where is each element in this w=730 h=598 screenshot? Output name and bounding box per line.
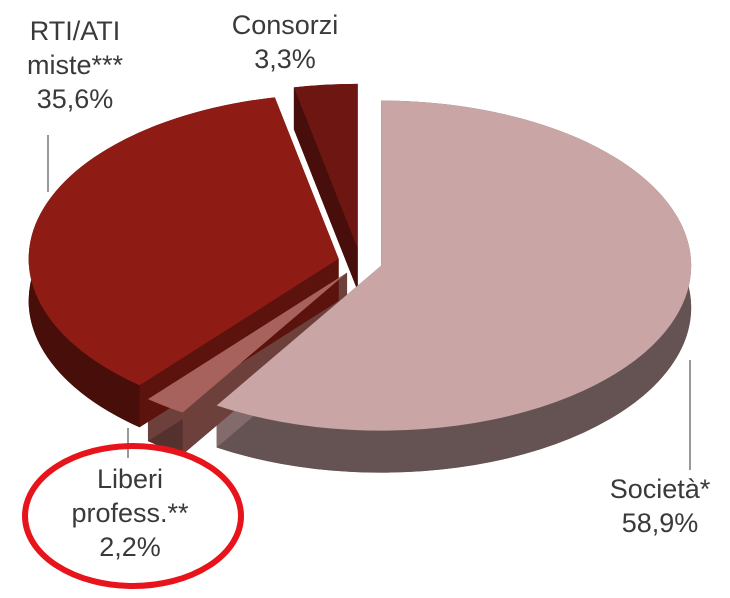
category-label: RTI/ATI miste*** xyxy=(26,16,124,80)
slice-wall xyxy=(216,100,692,473)
slice xyxy=(293,83,358,249)
value-label: 3,3% xyxy=(254,44,316,74)
slice-wall xyxy=(293,87,358,291)
category-label: Società* xyxy=(609,474,711,504)
value-label: 2,2% xyxy=(99,532,161,562)
highlight-ellipse xyxy=(22,443,244,589)
slice-label: Liberi profess.** 2,2% xyxy=(50,462,210,564)
category-label: Consorzi xyxy=(231,10,339,40)
slice xyxy=(147,272,348,413)
value-label: 58,9% xyxy=(621,508,699,538)
slice-label: Consorzi 3,3% xyxy=(210,8,360,76)
value-label: 35,6% xyxy=(36,84,114,114)
category-label: Liberi profess.** xyxy=(71,464,189,528)
slice-label: Società* 58,9% xyxy=(590,472,730,540)
slice xyxy=(216,100,692,431)
slice xyxy=(28,97,339,386)
slice-label: RTI/ATI miste*** 35,6% xyxy=(0,14,150,116)
